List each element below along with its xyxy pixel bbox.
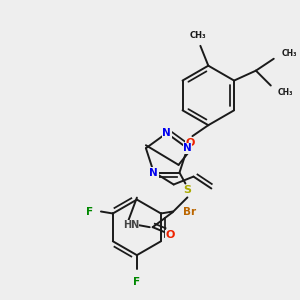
Text: N: N bbox=[162, 128, 171, 138]
Text: O: O bbox=[166, 230, 175, 240]
Text: CH₃: CH₃ bbox=[190, 32, 207, 40]
Text: F: F bbox=[133, 277, 140, 287]
Text: O: O bbox=[186, 138, 195, 148]
Text: CH₃: CH₃ bbox=[278, 88, 293, 97]
Text: N: N bbox=[183, 143, 192, 153]
Text: F: F bbox=[86, 206, 93, 217]
Text: S: S bbox=[183, 185, 191, 196]
Text: N: N bbox=[149, 168, 158, 178]
Text: HN: HN bbox=[123, 220, 139, 230]
Text: CH₃: CH₃ bbox=[282, 49, 297, 58]
Text: Br: Br bbox=[183, 206, 196, 217]
